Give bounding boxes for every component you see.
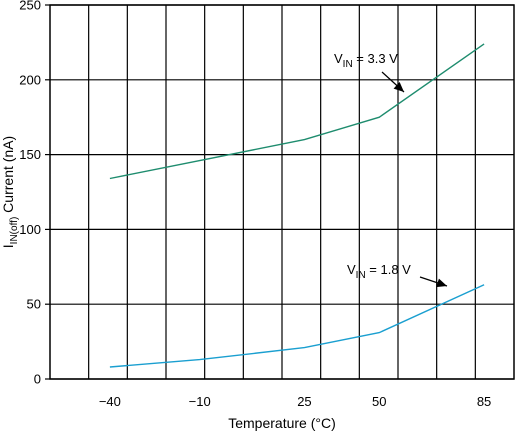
y-tick-label: 150 [19, 147, 41, 162]
y-tick-labels: 0 50 100 150 200 250 [19, 0, 50, 387]
annotation-rest: = 3.3 V [353, 51, 398, 66]
annotation-subscript: IN [356, 270, 366, 281]
grid-lines [50, 4, 514, 380]
y-tick-label: 200 [19, 72, 41, 87]
x-tick-labels: −40 −10 25 50 85 [99, 394, 491, 409]
annotation-arrow-head [436, 278, 447, 288]
series-line-vin-3-3v [109, 43, 485, 180]
y-tick-label: 0 [34, 372, 41, 387]
y-axis-title-subscript: IN(off) [9, 217, 20, 245]
y-axis-title: IIN(off) Current (nA) [0, 136, 20, 248]
x-tick-label: −40 [99, 394, 121, 409]
y-tick-label: 100 [19, 222, 41, 237]
plot-frame [49, 4, 515, 380]
x-tick-label: 50 [372, 394, 386, 409]
series-line-vin-1-8v [109, 284, 485, 368]
annotation-symbol: V [334, 51, 343, 66]
y-axis-title-symbol: I [0, 244, 16, 248]
y-tick-label: 50 [27, 297, 41, 312]
series-layer [109, 43, 485, 368]
x-tick-label: −10 [189, 394, 211, 409]
x-tick-label: 25 [297, 394, 311, 409]
y-axis-title-rest: Current (nA) [0, 136, 16, 217]
annotation-vin-3-3v: VIN = 3.3 V [334, 51, 398, 70]
annotation-rest: = 1.8 V [366, 262, 411, 277]
annotation-vin-1-8v: VIN = 1.8 V [347, 262, 411, 281]
x-tick-label: 85 [477, 394, 491, 409]
annotation-symbol: V [347, 262, 356, 277]
y-tick-label: 250 [19, 0, 41, 13]
annotation-subscript: IN [343, 59, 353, 70]
x-axis-title: Temperature (°C) [228, 415, 336, 431]
annotation-arrow-head [393, 81, 404, 92]
